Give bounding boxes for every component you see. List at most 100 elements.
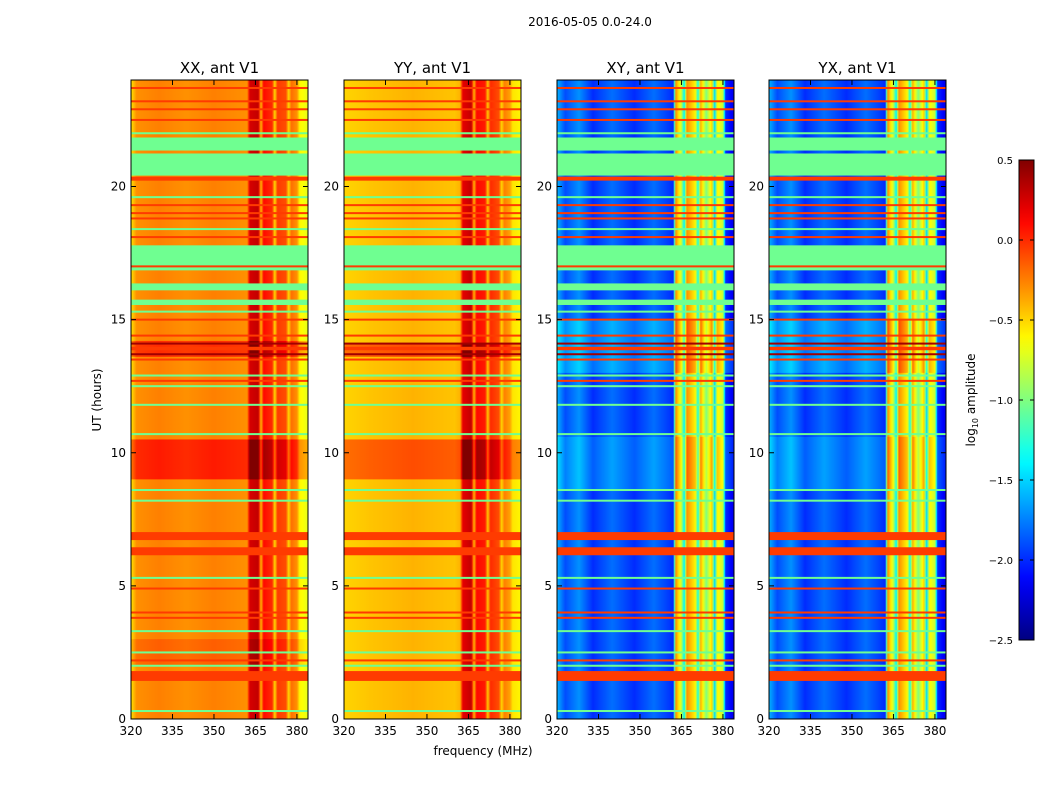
- panel-title: XX, ant V1: [180, 59, 259, 77]
- flagged-line: [344, 353, 521, 356]
- axes-frame: [556, 79, 735, 720]
- x-tick-label: 335: [161, 724, 184, 738]
- flagged-line: [131, 118, 308, 121]
- colorbar-tick-label: −0.5: [989, 316, 1013, 327]
- flagged-band: [769, 299, 946, 305]
- x-tick-label: 380: [285, 724, 308, 738]
- flagged-line: [344, 118, 521, 121]
- flagged-line: [769, 100, 946, 103]
- flagged-band: [769, 153, 946, 176]
- flagged-line: [557, 358, 734, 361]
- flagged-line: [557, 204, 734, 207]
- y-tick-label: 10: [537, 446, 552, 460]
- flagged-line: [344, 212, 521, 215]
- flagged-line: [344, 217, 521, 220]
- flagged-line: [131, 86, 308, 89]
- spectrum-base: [557, 80, 734, 719]
- flagged-band: [344, 346, 521, 351]
- x-tick-label: 335: [374, 724, 397, 738]
- flagged-line: [131, 318, 308, 321]
- flagged-band: [769, 137, 946, 151]
- flagged-line: [131, 710, 308, 713]
- y-tick-label: 20: [537, 180, 552, 194]
- flagged-band: [344, 671, 521, 681]
- time-band: [769, 436, 946, 491]
- flagged-line: [769, 611, 946, 614]
- flagged-line: [769, 374, 946, 377]
- flagged-line: [344, 196, 521, 199]
- y-tick-label: 15: [537, 313, 552, 327]
- flagged-line: [131, 358, 308, 361]
- flagged-line: [131, 310, 308, 313]
- y-tick-label: 5: [756, 579, 764, 593]
- flagged-band: [131, 532, 308, 541]
- flagged-line: [769, 576, 946, 579]
- flagged-line: [557, 217, 734, 220]
- x-tick-label: 365: [244, 724, 267, 738]
- flagged-line: [557, 132, 734, 135]
- flagged-band: [557, 671, 734, 681]
- x-tick-label: 335: [799, 724, 822, 738]
- flagged-line: [131, 342, 308, 345]
- panel-title: YX, ant V1: [817, 59, 896, 77]
- flagged-line: [344, 630, 521, 633]
- flagged-line: [769, 616, 946, 619]
- flagged-line: [131, 204, 308, 207]
- flagged-line: [557, 403, 734, 406]
- flagged-band: [131, 299, 308, 305]
- flagged-line: [769, 710, 946, 713]
- flagged-line: [557, 265, 734, 268]
- flagged-line: [769, 358, 946, 361]
- flagged-line: [344, 576, 521, 579]
- flagged-line: [557, 310, 734, 313]
- figure-title: 2016-05-05 0.0-24.0: [528, 15, 652, 29]
- flagged-line: [557, 108, 734, 111]
- flagged-line: [769, 265, 946, 268]
- flagged-band: [769, 283, 946, 291]
- flagged-line: [557, 651, 734, 654]
- flagged-band: [557, 547, 734, 556]
- flagged-line: [769, 118, 946, 121]
- colorbar-tick-label: 0.0: [997, 236, 1013, 247]
- flagged-band: [769, 547, 946, 556]
- x-tick-label: 320: [758, 724, 781, 738]
- flagged-band: [131, 137, 308, 151]
- axes-frame: [130, 79, 309, 720]
- flagged-line: [557, 100, 734, 103]
- flagged-line: [769, 132, 946, 135]
- flagged-line: [769, 489, 946, 492]
- flagged-line: [557, 236, 734, 239]
- flagged-line: [131, 651, 308, 654]
- x-tick-label: 350: [203, 724, 226, 738]
- flagged-band: [131, 176, 308, 181]
- panel-title: YY, ant V1: [393, 59, 471, 77]
- colorbar-label-main: log: [964, 428, 978, 446]
- y-tick-label: 20: [324, 180, 339, 194]
- flagged-line: [131, 630, 308, 633]
- flagged-line: [344, 499, 521, 502]
- panel-title: XY, ant V1: [606, 59, 684, 77]
- flagged-line: [769, 196, 946, 199]
- flagged-line: [131, 228, 308, 231]
- flagged-line: [131, 659, 308, 662]
- flagged-line: [131, 100, 308, 103]
- flagged-line: [769, 403, 946, 406]
- colorbar-tick-label: −2.5: [989, 636, 1013, 647]
- flagged-line: [769, 433, 946, 436]
- flagged-line: [344, 385, 521, 388]
- x-tick-label: 350: [841, 724, 864, 738]
- y-tick-label: 15: [324, 313, 339, 327]
- flagged-line: [131, 433, 308, 436]
- flagged-band: [769, 346, 946, 351]
- flagged-line: [557, 212, 734, 215]
- flagged-band: [344, 547, 521, 556]
- flagged-line: [344, 228, 521, 231]
- flagged-line: [557, 385, 734, 388]
- x-axis-label: frequency (MHz): [433, 744, 532, 758]
- flagged-line: [557, 318, 734, 321]
- flagged-line: [769, 228, 946, 231]
- y-tick-label: 5: [331, 579, 339, 593]
- flagged-line: [344, 433, 521, 436]
